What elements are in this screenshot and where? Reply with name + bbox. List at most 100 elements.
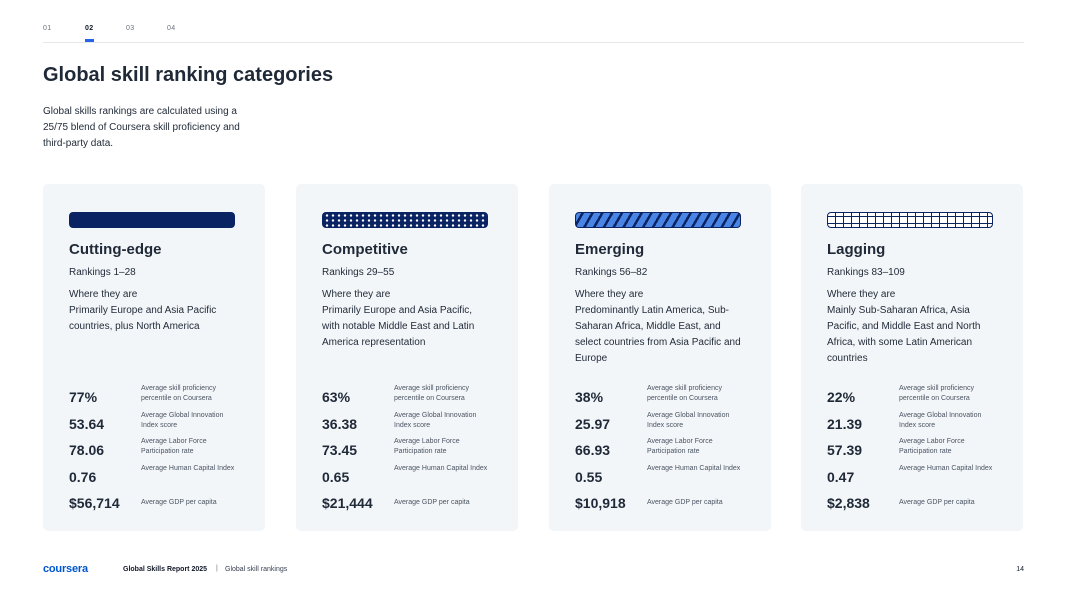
stats-list: 77% Average skill proficiency percentile … <box>69 384 249 517</box>
stat-row: 66.93 Average Labor Force Participation r… <box>575 437 755 464</box>
pattern-bar-stripes <box>575 212 741 228</box>
where-text: Primarily Europe and Asia Pacific, with … <box>322 305 475 348</box>
stats-list: 22% Average skill proficiency percentile … <box>827 384 1007 517</box>
where-text: Primarily Europe and Asia Pacific countr… <box>69 305 217 332</box>
card-where: Where they are Primarily Europe and Asia… <box>322 287 492 351</box>
stat-value: 77% <box>69 389 98 405</box>
stat-row: 38% Average skill proficiency percentile … <box>575 384 755 411</box>
stat-row: 57.39 Average Labor Force Participation r… <box>827 437 1007 464</box>
category-card-competitive: Competitive Rankings 29–55 Where they ar… <box>296 184 518 531</box>
card-rank: Rankings 1–28 <box>69 267 136 278</box>
pattern-bar-solid <box>69 212 235 228</box>
stat-label: Average GDP per capita <box>394 499 470 506</box>
tab-01[interactable]: 01 <box>43 25 52 32</box>
stat-label: Average Global Innovation Index score <box>899 411 982 429</box>
stat-label: Average Labor Force Participation rate <box>899 438 965 455</box>
stat-value: 38% <box>575 389 604 405</box>
stat-label: Average Human Capital Index <box>899 464 993 472</box>
stat-row: 22% Average skill proficiency percentile … <box>827 384 1007 411</box>
stat-value: $21,444 <box>322 495 373 511</box>
stat-label: Average Human Capital Index <box>647 464 741 472</box>
stat-value: 0.65 <box>322 468 350 485</box>
stat-row: 0.55 Average Human Capital Index <box>575 464 755 491</box>
stat-value: $10,918 <box>575 495 626 511</box>
stat-label: Average Human Capital Index <box>141 464 235 472</box>
section-name: Global skill rankings <box>225 566 288 573</box>
stat-label: Average GDP per capita <box>647 499 723 506</box>
where-label: Where they are <box>69 289 138 300</box>
stat-label: Average Global Innovation Index score <box>647 411 730 429</box>
report-title: Global Skills Report 2025 <box>123 566 208 573</box>
page-title: Global skill ranking categories <box>43 64 334 86</box>
stat-row: 36.38 Average Global Innovation Index sco… <box>322 411 502 438</box>
stat-value: 73.45 <box>322 442 358 458</box>
stat-value: 0.47 <box>827 468 855 485</box>
stat-value: 22% <box>827 389 856 405</box>
footer-separator: | <box>216 565 218 572</box>
stat-value: 21.39 <box>827 415 863 432</box>
stat-value: 36.38 <box>322 415 358 432</box>
where-text: Mainly Sub-Saharan Africa, Asia Pacific,… <box>827 305 981 364</box>
card-title: Cutting-edge <box>69 241 162 258</box>
coursera-logo[interactable]: coursera <box>43 563 88 575</box>
stat-label: Average Labor Force Participation rate <box>647 438 713 455</box>
stat-value: 66.93 <box>575 442 611 458</box>
stat-row: 0.76 Average Human Capital Index <box>69 464 249 491</box>
where-label: Where they are <box>827 289 896 300</box>
card-rank: Rankings 56–82 <box>575 267 648 278</box>
where-text: Predominantly Latin America, Sub-Saharan… <box>575 305 741 364</box>
stat-label: Average skill proficiency percentile on … <box>899 385 974 402</box>
card-where: Where they are Primarily Europe and Asia… <box>69 287 239 335</box>
stat-label: Average GDP per capita <box>899 499 975 506</box>
stat-row: 77% Average skill proficiency percentile … <box>69 384 249 411</box>
stat-value: 57.39 <box>827 442 863 458</box>
stat-label: Average skill proficiency percentile on … <box>141 385 216 402</box>
card-title: Competitive <box>322 241 408 258</box>
stat-row: 73.45 Average Labor Force Participation r… <box>322 437 502 464</box>
category-card-lagging: Lagging Rankings 83–109 Where they are M… <box>801 184 1023 531</box>
where-label: Where they are <box>322 289 391 300</box>
where-label: Where they are <box>575 289 644 300</box>
stat-label: Average GDP per capita <box>141 499 217 506</box>
stat-row: 0.65 Average Human Capital Index <box>322 464 502 491</box>
stat-row: 21.39 Average Global Innovation Index sco… <box>827 411 1007 438</box>
footer: coursera Global Skills Report 2025 | Glo… <box>43 563 1024 578</box>
stat-value: $2,838 <box>827 495 870 511</box>
stat-row: 78.06 Average Labor Force Participation r… <box>69 437 249 464</box>
stat-value: 78.06 <box>69 442 105 458</box>
stat-value: $56,714 <box>69 495 120 511</box>
card-rank: Rankings 83–109 <box>827 267 905 278</box>
stat-row: 25.97 Average Global Innovation Index sco… <box>575 411 755 438</box>
stat-value: 25.97 <box>575 415 611 432</box>
category-card-cutting-edge: Cutting-edge Rankings 1–28 Where they ar… <box>43 184 265 531</box>
card-rank: Rankings 29–55 <box>322 267 395 278</box>
stats-list: 63% Average skill proficiency percentile … <box>322 384 502 517</box>
stat-label: Average Global Innovation Index score <box>394 411 477 429</box>
stat-label: Average Labor Force Participation rate <box>394 438 460 455</box>
stat-row: $21,444 Average GDP per capita <box>322 490 502 517</box>
stat-value: 0.55 <box>575 468 603 485</box>
pattern-bar-grid <box>827 212 993 228</box>
stat-label: Average Global Innovation Index score <box>141 411 224 429</box>
tab-04[interactable]: 04 <box>167 25 176 32</box>
card-title: Emerging <box>575 241 645 258</box>
stat-label: Average Human Capital Index <box>394 464 488 472</box>
stat-label: Average skill proficiency percentile on … <box>647 385 722 402</box>
page-number: 14 <box>1016 566 1024 573</box>
section-tabs: 01 02 03 04 <box>43 0 1024 43</box>
stat-row: $56,714 Average GDP per capita <box>69 490 249 517</box>
stat-row: 0.47 Average Human Capital Index <box>827 464 1007 491</box>
category-card-emerging: Emerging Rankings 56–82 Where they are P… <box>549 184 771 531</box>
stat-value: 53.64 <box>69 415 105 432</box>
tab-03[interactable]: 03 <box>126 25 135 32</box>
stat-row: 53.64 Average Global Innovation Index sco… <box>69 411 249 438</box>
pattern-bar-dots <box>322 212 488 228</box>
stat-row: 63% Average skill proficiency percentile … <box>322 384 502 411</box>
tab-02[interactable]: 02 <box>85 25 95 42</box>
stat-label: Average Labor Force Participation rate <box>141 438 207 455</box>
card-where: Where they are Mainly Sub-Saharan Africa… <box>827 287 997 367</box>
stat-value: 0.76 <box>69 468 97 485</box>
stats-list: 38% Average skill proficiency percentile … <box>575 384 755 517</box>
stat-label: Average skill proficiency percentile on … <box>394 385 469 402</box>
card-title: Lagging <box>827 241 886 258</box>
